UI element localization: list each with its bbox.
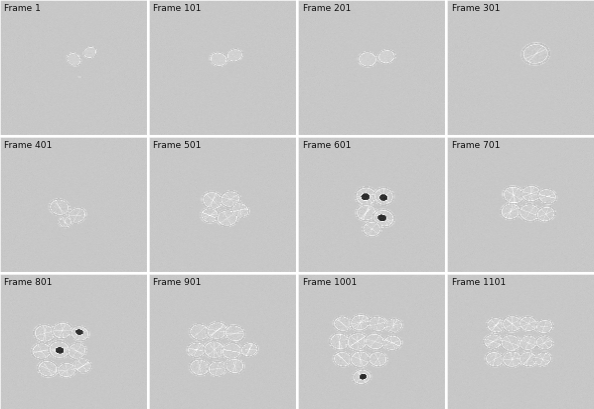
- Text: Frame 1001: Frame 1001: [302, 278, 356, 287]
- Text: Frame 101: Frame 101: [153, 4, 202, 13]
- Text: Frame 1101: Frame 1101: [451, 278, 505, 287]
- Text: Frame 801: Frame 801: [4, 278, 53, 287]
- Text: Frame 501: Frame 501: [153, 141, 202, 150]
- Text: Frame 701: Frame 701: [451, 141, 500, 150]
- Text: Frame 1: Frame 1: [4, 4, 41, 13]
- Text: Frame 301: Frame 301: [451, 4, 500, 13]
- Text: Frame 201: Frame 201: [302, 4, 350, 13]
- Text: Frame 901: Frame 901: [153, 278, 202, 287]
- Text: Frame 401: Frame 401: [4, 141, 52, 150]
- Text: Frame 601: Frame 601: [302, 141, 351, 150]
